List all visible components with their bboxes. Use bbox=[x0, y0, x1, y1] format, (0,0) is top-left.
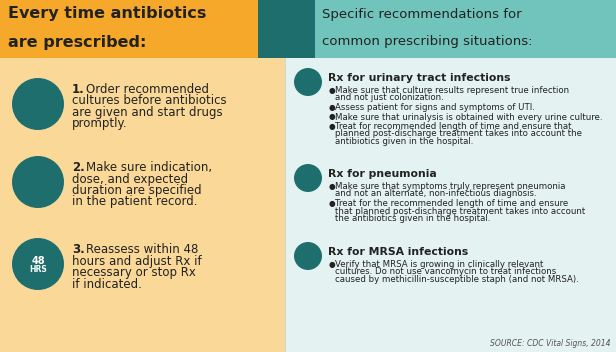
Text: 2.: 2. bbox=[72, 161, 85, 174]
Polygon shape bbox=[258, 0, 315, 58]
Text: Rx for urinary tract infections: Rx for urinary tract infections bbox=[328, 73, 511, 83]
Text: ●: ● bbox=[329, 122, 336, 131]
Text: Rx for pneumonia: Rx for pneumonia bbox=[328, 169, 437, 179]
Text: cultures before antibiotics: cultures before antibiotics bbox=[72, 94, 227, 107]
Text: Make sure indication,: Make sure indication, bbox=[86, 161, 212, 174]
Text: planned post-discharge treatment takes into account the: planned post-discharge treatment takes i… bbox=[335, 130, 582, 138]
Circle shape bbox=[12, 156, 64, 208]
Text: if indicated.: if indicated. bbox=[72, 277, 142, 290]
Text: Verify that MRSA is growing in clinically relevant: Verify that MRSA is growing in clinicall… bbox=[335, 260, 543, 269]
Text: ●: ● bbox=[329, 103, 336, 112]
Text: ●: ● bbox=[329, 182, 336, 191]
Text: HRS: HRS bbox=[29, 264, 47, 274]
Text: Make sure that culture results represent true infection: Make sure that culture results represent… bbox=[335, 86, 569, 95]
Text: 1.: 1. bbox=[72, 83, 85, 96]
Polygon shape bbox=[0, 0, 285, 352]
Text: duration are specified: duration are specified bbox=[72, 184, 201, 197]
Text: Treat for recommended length of time and ensure that: Treat for recommended length of time and… bbox=[335, 122, 572, 131]
Text: Specific recommendations for: Specific recommendations for bbox=[322, 8, 522, 21]
Text: Order recommended: Order recommended bbox=[86, 83, 209, 96]
Text: common prescribing situations:: common prescribing situations: bbox=[322, 35, 532, 48]
Text: Make sure that urinalysis is obtained with every urine culture.: Make sure that urinalysis is obtained wi… bbox=[335, 113, 602, 121]
Text: and not just colonization.: and not just colonization. bbox=[335, 94, 444, 102]
Text: are prescribed:: are prescribed: bbox=[8, 35, 147, 50]
Text: 48: 48 bbox=[31, 256, 45, 266]
Text: are given and start drugs: are given and start drugs bbox=[72, 106, 222, 119]
Text: SOURCE: CDC Vital Signs, 2014: SOURCE: CDC Vital Signs, 2014 bbox=[490, 339, 611, 348]
Circle shape bbox=[12, 238, 64, 290]
Text: Treat for the recommended length of time and ensure: Treat for the recommended length of time… bbox=[335, 199, 568, 208]
Text: that planned post-discharge treatment takes into account: that planned post-discharge treatment ta… bbox=[335, 207, 585, 215]
Circle shape bbox=[294, 242, 322, 270]
Text: the antibiotics given in the hospital.: the antibiotics given in the hospital. bbox=[335, 214, 490, 223]
Text: in the patient record.: in the patient record. bbox=[72, 195, 198, 208]
Text: antibiotics given in the hospital.: antibiotics given in the hospital. bbox=[335, 137, 473, 146]
Text: Rx for MRSA infections: Rx for MRSA infections bbox=[328, 247, 468, 257]
Text: 3.: 3. bbox=[72, 243, 85, 256]
Text: cultures. Do not use vancomycin to treat infections: cultures. Do not use vancomycin to treat… bbox=[335, 268, 556, 277]
Text: hours and adjust Rx if: hours and adjust Rx if bbox=[72, 254, 201, 268]
Text: Reassess within 48: Reassess within 48 bbox=[86, 243, 198, 256]
Text: ●: ● bbox=[329, 113, 336, 121]
Text: necessary or stop Rx: necessary or stop Rx bbox=[72, 266, 196, 279]
Text: Assess patient for signs and symptoms of UTI.: Assess patient for signs and symptoms of… bbox=[335, 103, 535, 112]
Polygon shape bbox=[285, 0, 616, 58]
Text: and not an alternate, non-infectious diagnosis.: and not an alternate, non-infectious dia… bbox=[335, 189, 537, 199]
Circle shape bbox=[12, 78, 64, 130]
Text: caused by methicillin-susceptible staph (and not MRSA).: caused by methicillin-susceptible staph … bbox=[335, 275, 579, 284]
Circle shape bbox=[294, 164, 322, 192]
Circle shape bbox=[294, 68, 322, 96]
Text: Make sure that symptoms truly represent pneumonia: Make sure that symptoms truly represent … bbox=[335, 182, 565, 191]
Text: promptly.: promptly. bbox=[72, 118, 128, 131]
Text: Every time antibiotics: Every time antibiotics bbox=[8, 6, 206, 21]
Polygon shape bbox=[0, 0, 298, 58]
Text: ●: ● bbox=[329, 260, 336, 269]
Text: ●: ● bbox=[329, 199, 336, 208]
Polygon shape bbox=[285, 0, 616, 352]
Text: ●: ● bbox=[329, 86, 336, 95]
Text: dose, and expected: dose, and expected bbox=[72, 172, 188, 186]
